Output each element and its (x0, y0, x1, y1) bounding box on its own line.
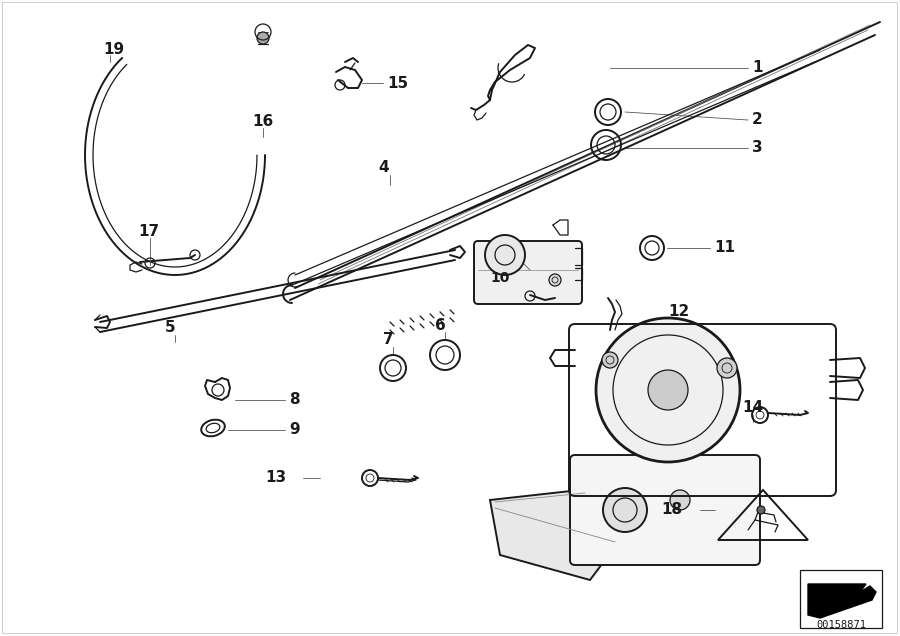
Text: 14: 14 (742, 401, 763, 415)
Text: 13: 13 (265, 471, 286, 485)
Text: 2: 2 (752, 113, 763, 127)
FancyBboxPatch shape (570, 455, 760, 565)
Circle shape (257, 32, 269, 44)
Text: 15: 15 (387, 76, 408, 90)
Circle shape (602, 352, 618, 368)
Text: 19: 19 (103, 43, 124, 57)
Bar (800, 570, 882, 628)
Circle shape (717, 358, 737, 378)
Polygon shape (808, 584, 876, 618)
Circle shape (648, 370, 688, 410)
Text: 6: 6 (435, 317, 446, 333)
Text: 16: 16 (252, 114, 274, 130)
Circle shape (757, 506, 765, 514)
Circle shape (603, 488, 647, 532)
Text: 9: 9 (289, 422, 300, 438)
Text: 7: 7 (383, 333, 393, 347)
Text: 18: 18 (661, 502, 682, 518)
Text: 17: 17 (138, 225, 159, 240)
Text: 5: 5 (165, 321, 176, 336)
FancyBboxPatch shape (474, 241, 582, 304)
Polygon shape (490, 490, 620, 580)
Text: 8: 8 (289, 392, 300, 408)
Text: 1: 1 (752, 60, 762, 76)
Circle shape (485, 235, 525, 275)
Text: 00158871: 00158871 (816, 620, 866, 630)
Circle shape (596, 318, 740, 462)
Text: 11: 11 (714, 240, 735, 256)
Text: 3: 3 (752, 141, 762, 155)
Circle shape (670, 490, 690, 510)
Circle shape (549, 274, 561, 286)
Text: 12: 12 (668, 305, 689, 319)
Text: 4: 4 (378, 160, 389, 176)
Text: 10: 10 (491, 271, 510, 285)
